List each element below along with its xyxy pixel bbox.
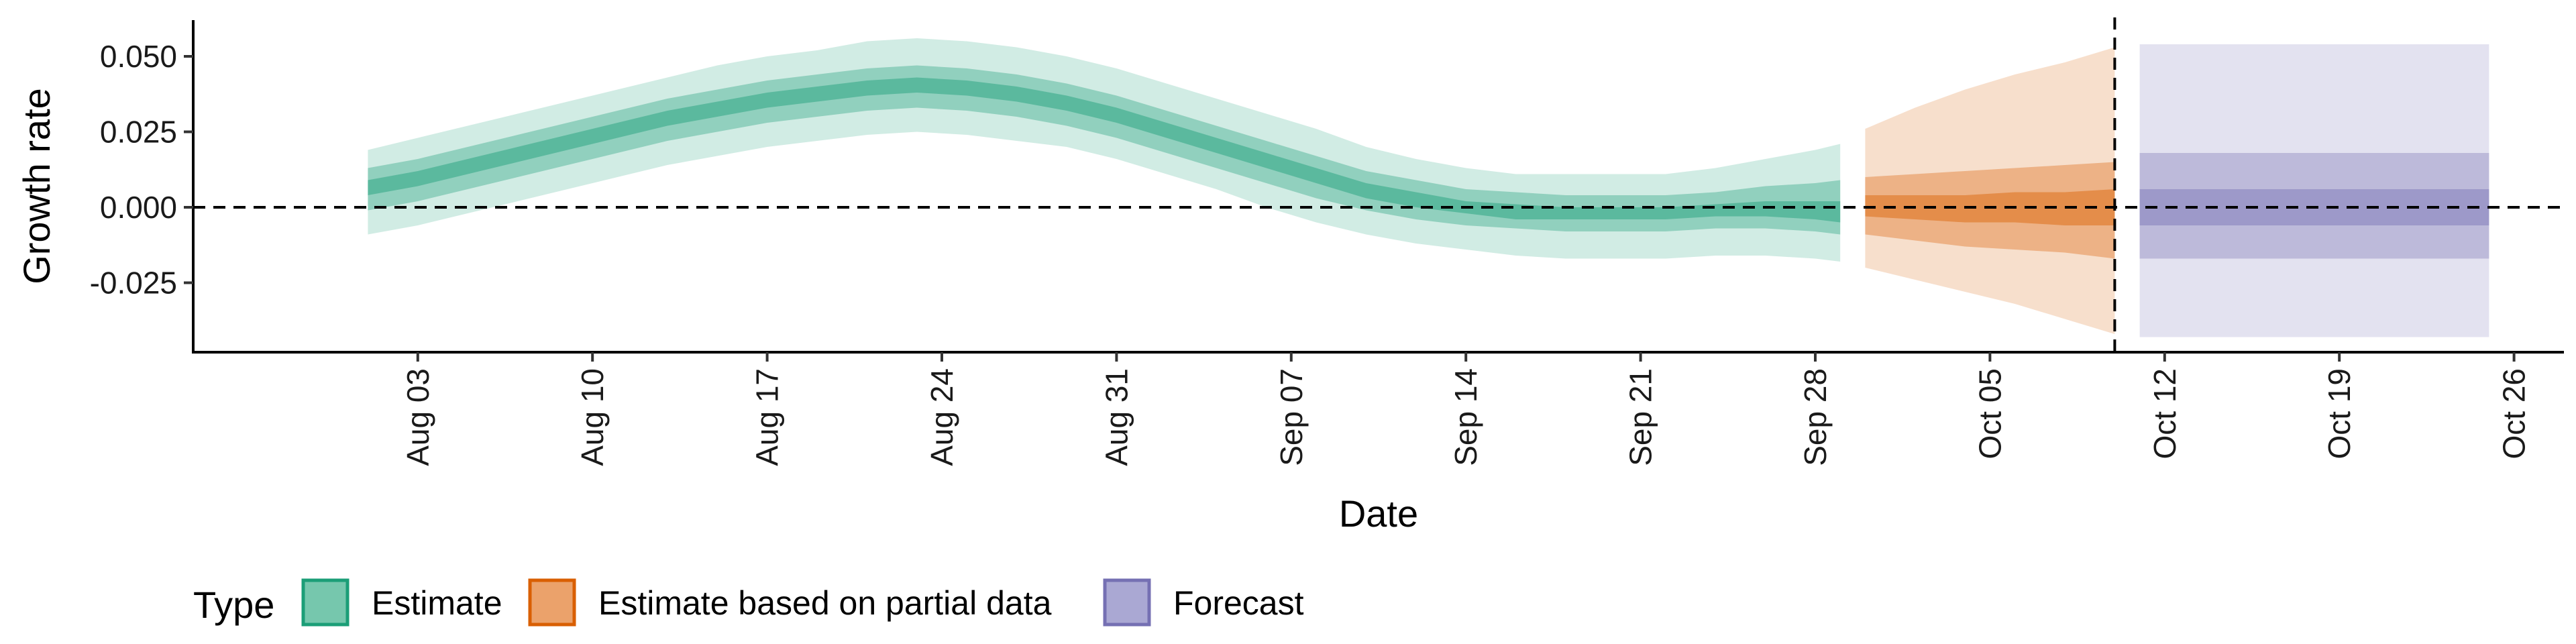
y-axis-title: Growth rate — [15, 88, 58, 284]
x-tick-label: Aug 10 — [575, 368, 610, 466]
ribbon-bands — [368, 38, 2489, 337]
x-axis-title: Date — [1339, 492, 1418, 535]
y-tick-label: -0.025 — [90, 266, 177, 301]
x-tick-label: Sep 14 — [1448, 368, 1483, 466]
legend-label: Estimate based on partial data — [598, 584, 1052, 622]
y-tick-label: 0.000 — [100, 190, 177, 225]
x-tick-label: Sep 28 — [1798, 368, 1833, 466]
band-50-series-1 — [1865, 162, 2115, 259]
legend-swatch — [301, 578, 350, 627]
x-tick-label: Oct 19 — [2322, 368, 2357, 460]
x-tick-label: Sep 21 — [1623, 368, 1658, 466]
y-tick-label: 0.025 — [100, 115, 177, 150]
band-90-series-0 — [368, 38, 1841, 262]
x-tick-label: Aug 24 — [924, 368, 959, 466]
legend-swatch — [1103, 578, 1151, 627]
band-90-series-1 — [1865, 47, 2115, 334]
band-50-series-0 — [368, 65, 1841, 235]
x-axis-ticks: Aug 03 Aug 10 Aug 17 Aug 24 Aug 31 Sep 07 Sep … — [400, 352, 2532, 466]
x-tick-label: Oct 05 — [1972, 368, 2007, 460]
band-50-series-2 — [2139, 153, 2489, 259]
legend-swatch — [528, 578, 576, 627]
x-tick-label: Oct 12 — [2147, 368, 2182, 460]
legend-label: Estimate — [372, 584, 502, 622]
legend: Type Estimate Estimate based on partial d… — [193, 578, 1304, 627]
legend-label: Forecast — [1173, 584, 1304, 622]
legend-title: Type — [193, 584, 274, 626]
y-axis-ticks: 0.050 0.025 0.000 -0.025 — [90, 39, 193, 301]
x-tick-label: Aug 31 — [1099, 368, 1134, 466]
y-tick-label: 0.050 — [100, 39, 177, 74]
x-tick-label: Sep 07 — [1274, 368, 1309, 466]
x-tick-label: Aug 17 — [750, 368, 785, 466]
x-tick-label: Aug 03 — [400, 368, 435, 466]
x-tick-label: Oct 26 — [2497, 368, 2532, 460]
band-90-series-2 — [2139, 44, 2489, 337]
